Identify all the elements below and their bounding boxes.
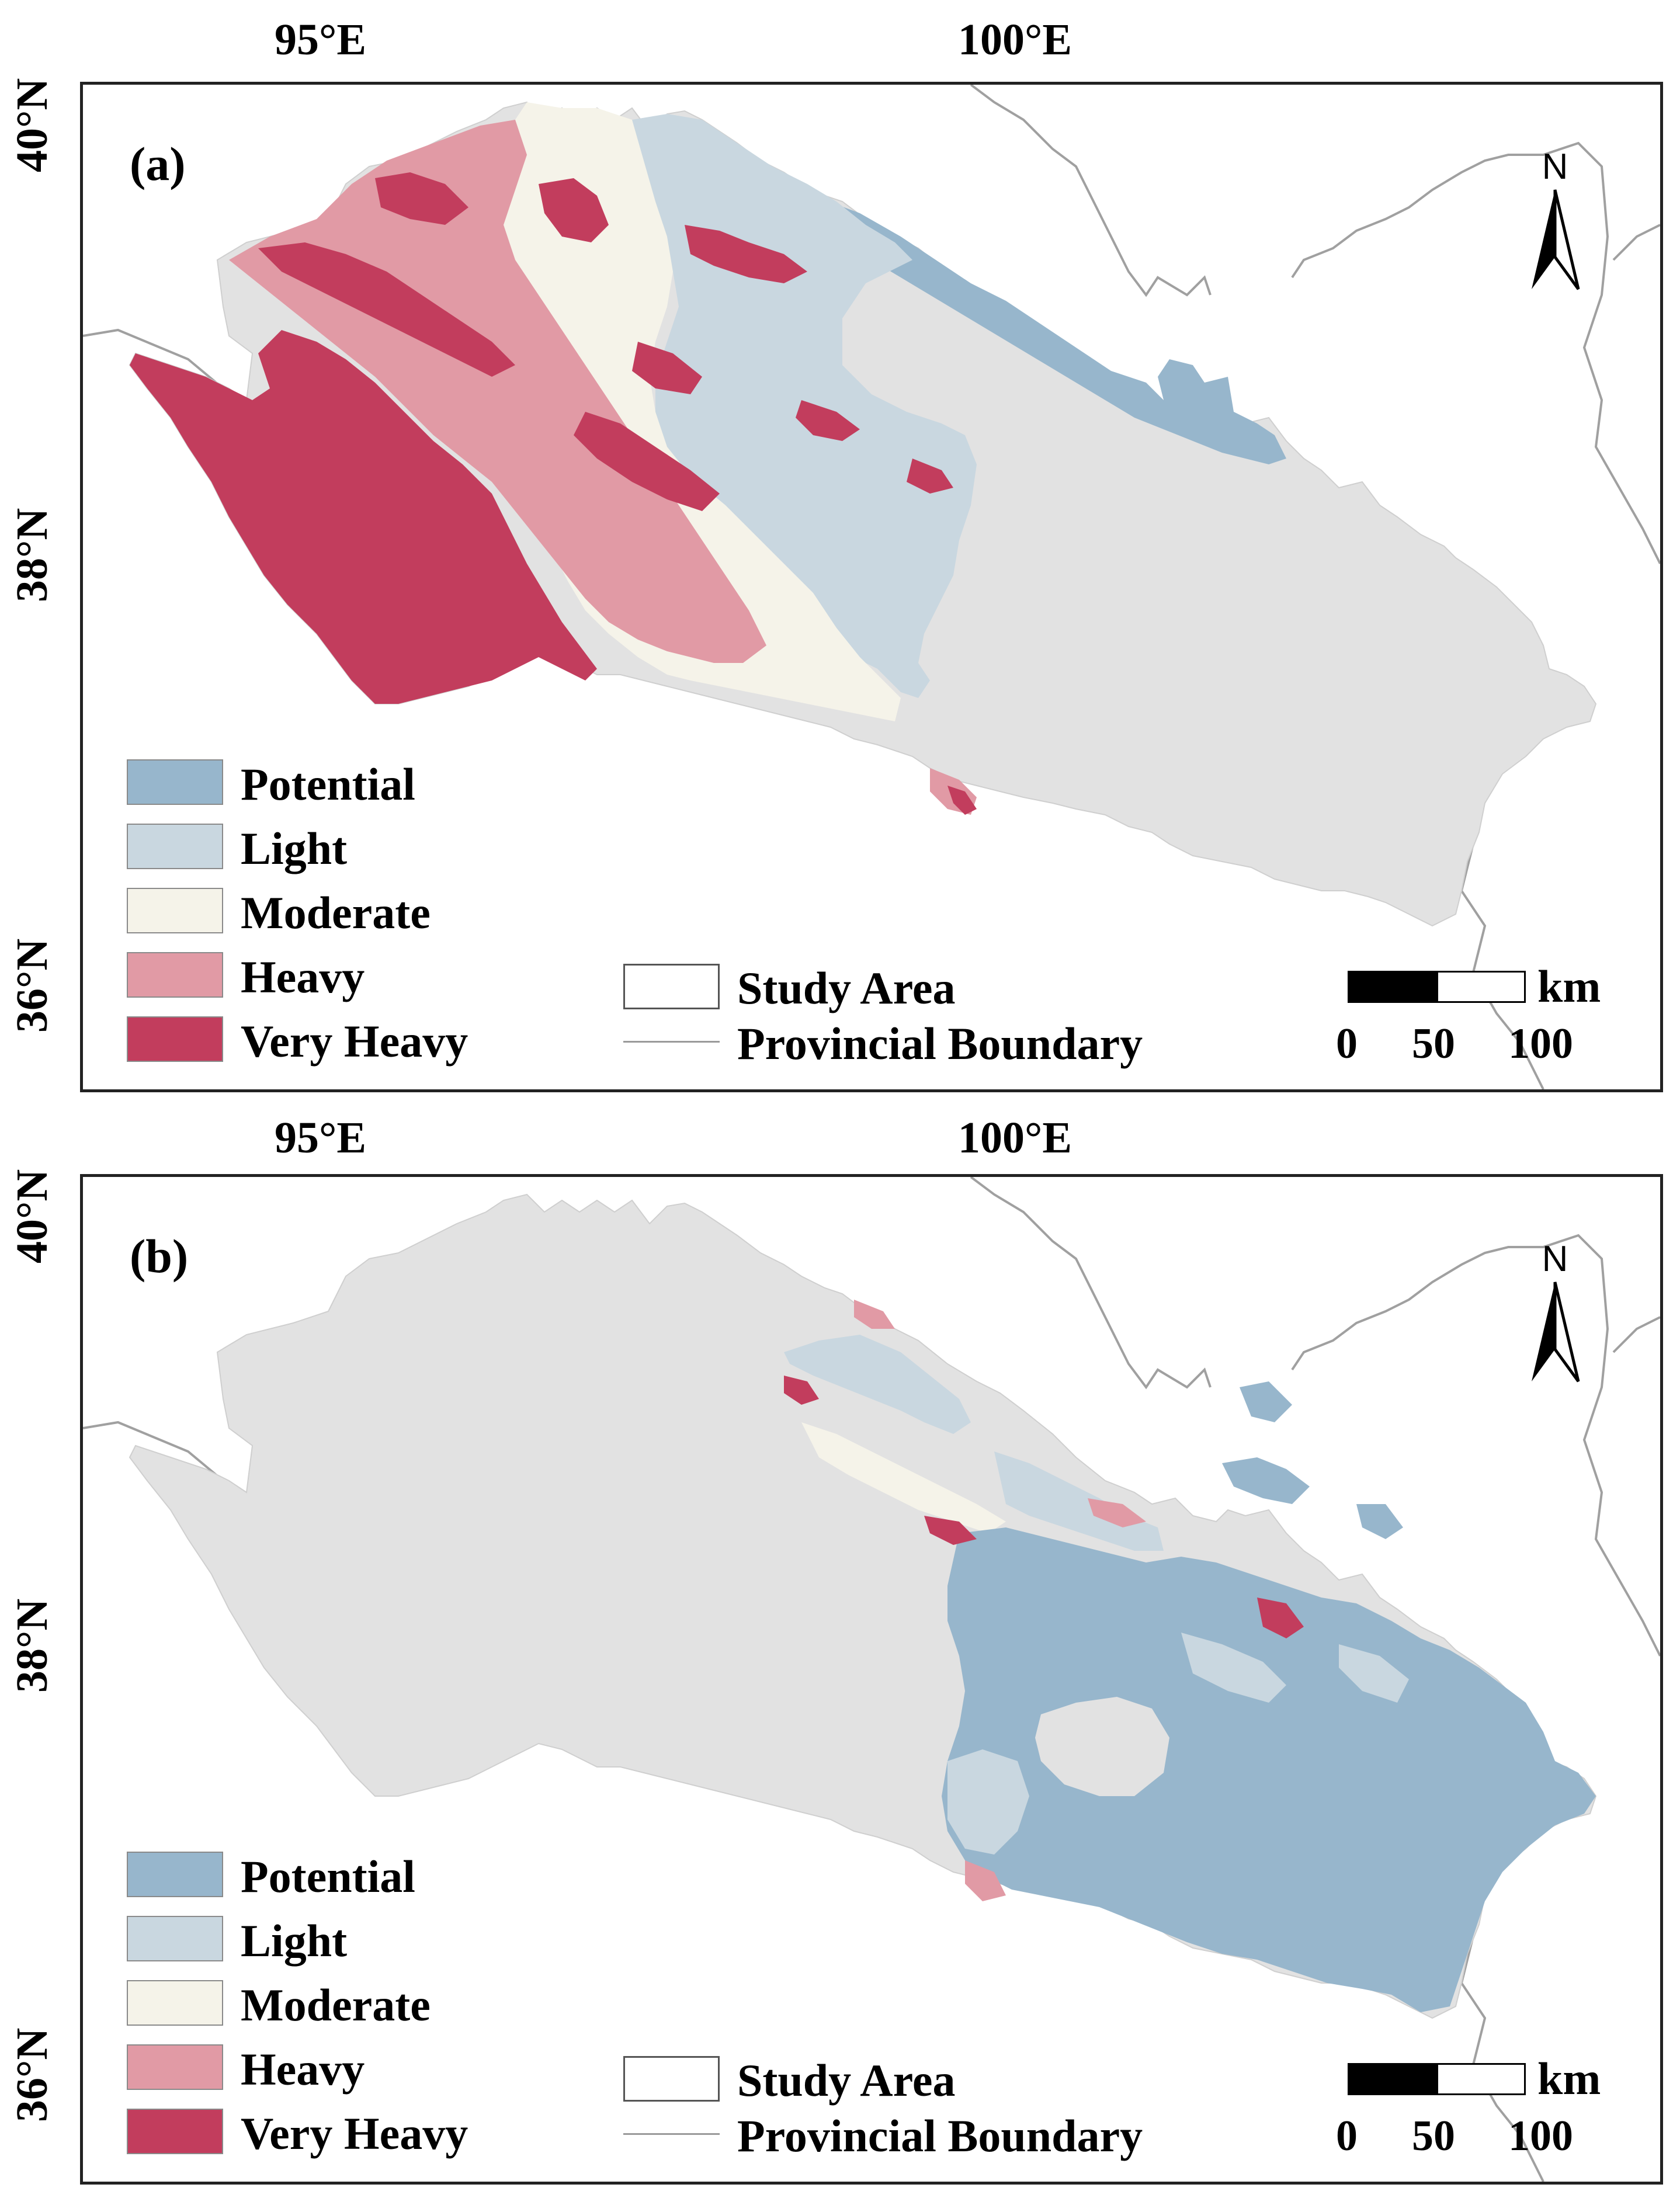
map-panel-a: (a) N Potential Light Moderate Heavy Ver… xyxy=(80,82,1663,1092)
provincial-boundary-label-a: Provincial Boundary xyxy=(737,1018,1143,1069)
scale-bar-white-segment xyxy=(1436,971,1526,1003)
lon-label-100-a: 100°E xyxy=(958,15,1072,64)
provincial-boundary-swatch-a xyxy=(623,1041,720,1043)
legend-swatch-moderate xyxy=(127,1980,223,2026)
north-letter-b: N xyxy=(1542,1239,1568,1279)
scale-tick-50-b: 50 xyxy=(1412,2112,1455,2160)
scale-bar-b xyxy=(1348,2063,1526,2095)
scale-bar-a xyxy=(1348,971,1526,1003)
legend-swatch-potential xyxy=(127,759,223,805)
legend-label-potential: Potential xyxy=(241,759,415,810)
map-canvas-b xyxy=(83,1177,1660,2182)
north-letter-a: N xyxy=(1542,147,1568,187)
scale-tick-50-a: 50 xyxy=(1412,1020,1455,1068)
map-panel-b: (b) N Potential Light Moderate Heavy Ver… xyxy=(80,1174,1663,2185)
legend-label-moderate: Moderate xyxy=(241,1980,431,2030)
lon-label-95-a: 95°E xyxy=(275,15,367,64)
panel-label-a: (a) xyxy=(130,137,186,190)
legend-label-light: Light xyxy=(241,1915,348,1966)
provincial-boundary-label-b: Provincial Boundary xyxy=(737,2110,1143,2161)
study-area-swatch-a xyxy=(623,964,720,1009)
legend-swatch-very-heavy xyxy=(127,1016,223,1062)
erosion-zones-b xyxy=(784,1300,1596,2012)
legend-swatch-light xyxy=(127,824,223,869)
legend-swatch-heavy xyxy=(127,952,223,998)
legend-swatch-very-heavy xyxy=(127,2109,223,2154)
study-area-swatch-b xyxy=(623,2056,720,2102)
scale-unit-a: km xyxy=(1537,961,1601,1012)
lat-label-38-a: 38°N xyxy=(8,508,57,602)
erosion-zones-a xyxy=(130,102,1286,815)
legend-label-heavy: Heavy xyxy=(241,2044,365,2095)
scale-bar-white-segment xyxy=(1436,2063,1526,2095)
legend-swatch-heavy xyxy=(127,2044,223,2090)
north-arrow-b: N xyxy=(1514,1241,1596,1387)
legend-swatch-potential xyxy=(127,1852,223,1897)
scale-bar-black-segment xyxy=(1348,971,1436,1003)
lat-label-40-b: 40°N xyxy=(8,1169,57,1263)
legend-label-moderate: Moderate xyxy=(241,887,431,938)
study-area-label-b: Study Area xyxy=(737,2055,956,2106)
map-canvas-a xyxy=(83,85,1660,1089)
legend-label-potential: Potential xyxy=(241,1851,415,1902)
lat-label-38-b: 38°N xyxy=(8,1598,57,1693)
legend-label-heavy: Heavy xyxy=(241,952,365,1002)
legend-swatch-moderate xyxy=(127,888,223,933)
lat-label-36-b: 36°N xyxy=(8,2027,57,2122)
study-area-label-a: Study Area xyxy=(737,963,956,1013)
legend-swatch-light xyxy=(127,1916,223,1961)
legend-label-light: Light xyxy=(241,823,348,874)
lon-label-95-b: 95°E xyxy=(275,1113,367,1162)
north-arrow-a: N xyxy=(1514,149,1596,295)
panel-label-b: (b) xyxy=(130,1230,189,1283)
scale-bar-black-segment xyxy=(1348,2063,1436,2095)
scale-tick-100-b: 100 xyxy=(1508,2112,1573,2160)
lon-label-100-b: 100°E xyxy=(958,1113,1072,1162)
scale-tick-0-a: 0 xyxy=(1336,1020,1358,1068)
legend-label-very-heavy: Very Heavy xyxy=(241,2108,468,2159)
lat-label-36-a: 36°N xyxy=(8,938,57,1033)
north-arrow-icon xyxy=(1532,1282,1580,1383)
lat-label-40-a: 40°N xyxy=(8,78,57,172)
provincial-boundary-swatch-b xyxy=(623,2133,720,2135)
scale-unit-b: km xyxy=(1537,2053,1601,2104)
scale-tick-0-b: 0 xyxy=(1336,2112,1358,2160)
legend-label-very-heavy: Very Heavy xyxy=(241,1016,468,1067)
scale-tick-100-a: 100 xyxy=(1508,1020,1573,1068)
north-arrow-icon xyxy=(1532,189,1580,290)
